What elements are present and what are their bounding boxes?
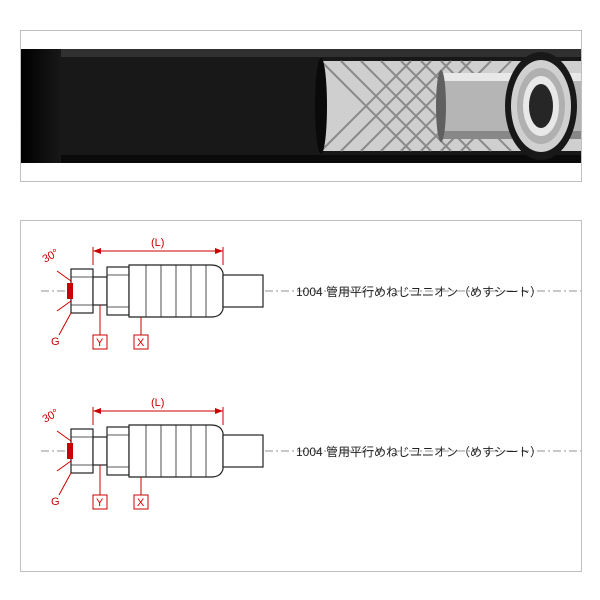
fittings-svg: (L) 30° G Y X [21,221,581,571]
fitting-diagrams: (L) 30° G Y X 1004 管用平 [20,220,582,572]
fitting-1-caption: 1004 管用平行めねじユニオン（めすシート） [296,283,542,300]
hose-svg [21,31,581,181]
fitting-2-caption: 1004 管用平行めねじユニオン（めすシート） [296,443,542,460]
hose-photo [20,30,582,182]
